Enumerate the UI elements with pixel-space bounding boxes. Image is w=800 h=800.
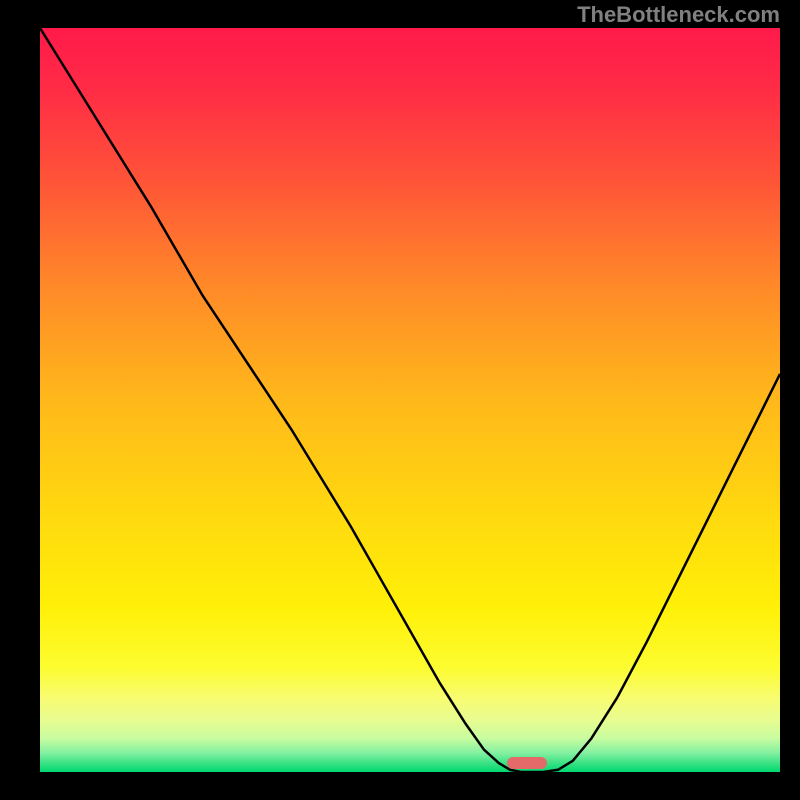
chart-container: TheBottleneck.com <box>0 0 800 800</box>
watermark-text: TheBottleneck.com <box>577 2 780 28</box>
plot-area <box>40 28 780 772</box>
bottleneck-minimum-marker <box>507 757 548 769</box>
bottleneck-curve <box>40 28 780 772</box>
